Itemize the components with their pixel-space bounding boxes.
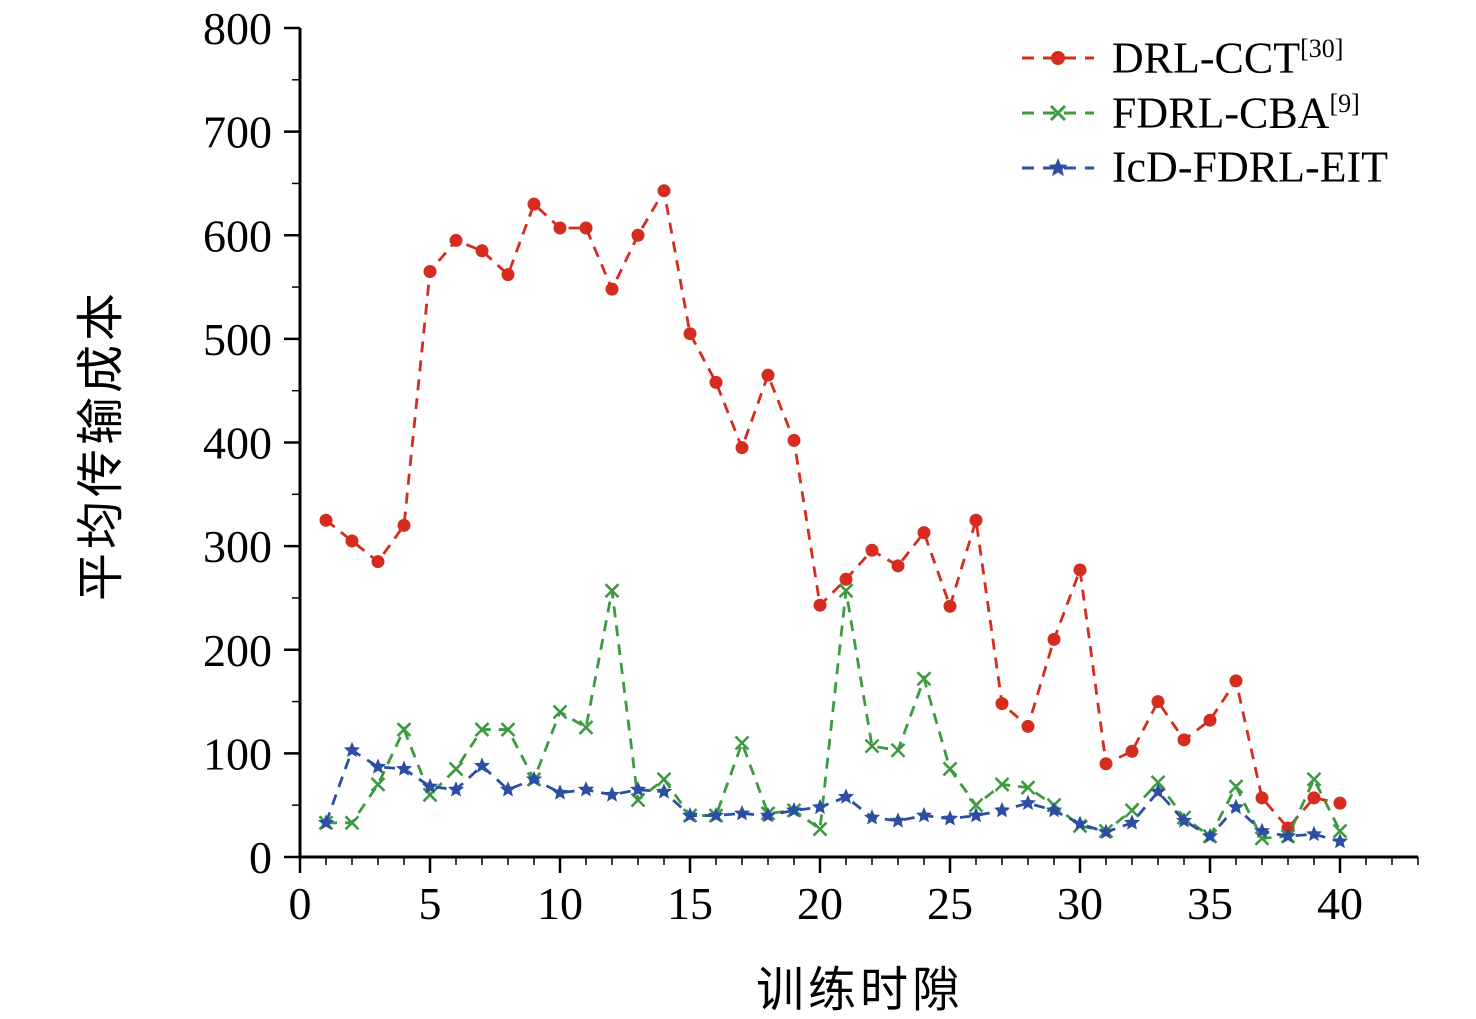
y-tick-label: 100 <box>203 728 272 779</box>
legend-item-drl-cct: DRL-CCT[30] <box>1018 36 1388 81</box>
y-axis-title: 平均传输成本 <box>75 288 128 602</box>
legend-label-icd-fdrl-eit: IcD-FDRL-EIT <box>1111 142 1388 192</box>
x-tick-label: 20 <box>797 878 843 929</box>
legend-marker-blue-star-icon <box>1021 157 1094 176</box>
series-fdrl-cba-9- <box>318 583 1348 846</box>
x-tick-label: 30 <box>1057 878 1103 929</box>
x-tick-label: 0 <box>289 878 312 929</box>
y-tick-label: 600 <box>203 210 272 261</box>
y-tick-label: 500 <box>203 314 272 365</box>
x-tick-label: 15 <box>667 878 713 929</box>
y-tick-label: 800 <box>203 3 272 54</box>
x-axis: 0 5 10 15 20 25 30 35 40 <box>289 857 1419 929</box>
y-tick-label: 300 <box>203 521 272 572</box>
x-tick-label: 5 <box>419 878 442 929</box>
x-tick-label: 40 <box>1317 878 1363 929</box>
x-tick-label: 25 <box>927 878 973 929</box>
legend-item-fdrl-cba: FDRL-CBA[9] <box>1018 88 1388 138</box>
x-axis-title: 训练时隙 <box>755 964 965 1017</box>
y-tick-label: 0 <box>249 832 272 883</box>
y-tick-label: 700 <box>203 107 272 158</box>
y-tick-label: 200 <box>203 625 272 676</box>
y-tick-label: 400 <box>203 418 272 469</box>
legend-item-icd-fdrl-eit: IcD-FDRL-EIT <box>1018 145 1388 190</box>
series-icd-fdrl-eit <box>317 741 1349 849</box>
legend-marker-red-circle-icon <box>1021 51 1094 66</box>
y-axis: 0 100 200 300 400 500 600 700 800 <box>203 3 300 883</box>
series-drl-cct-30- <box>319 184 1347 835</box>
legend-marker-green-x-icon <box>1021 104 1094 122</box>
legend-label-fdrl-cba: FDRL-CBA[9] <box>1111 88 1360 138</box>
legend: DRL-CCT[30] FDRL-CBA[9] IcD-FDRL-EIT <box>1018 36 1388 190</box>
legend-label-drl-cct: DRL-CCT[30] <box>1111 33 1344 83</box>
x-tick-label: 35 <box>1187 878 1233 929</box>
x-tick-label: 10 <box>537 878 583 929</box>
